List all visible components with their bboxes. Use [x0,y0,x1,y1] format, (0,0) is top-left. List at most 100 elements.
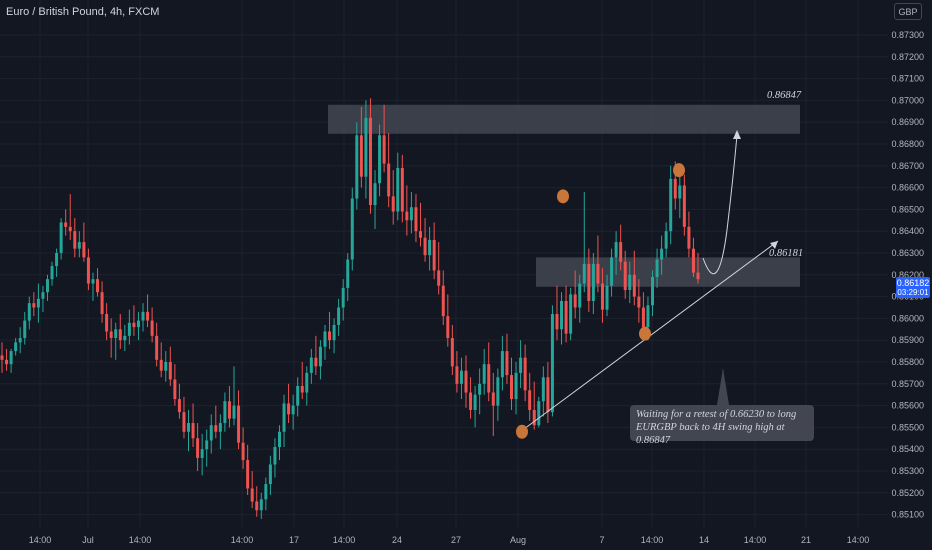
candle-body [14,342,18,352]
candle-body [619,242,623,262]
y-tick-label: 0.86200 [891,270,924,280]
symbol-title[interactable]: Euro / British Pound, 4h, FXCM [6,6,160,18]
x-tick-label: 14:00 [231,535,254,545]
candle-body [696,272,700,280]
zone-low-label: 0.86181 [769,248,804,259]
x-tick-label: Jul [82,535,94,545]
candle-body [464,370,468,393]
y-tick-label: 0.86400 [891,226,924,236]
candle-body [27,303,31,321]
candle-body [614,242,618,258]
candle-body [214,425,218,432]
y-tick-label: 0.86600 [891,183,924,193]
candle-body [196,438,200,458]
candle-body [350,198,354,260]
candle-body [32,303,36,308]
y-tick-label: 0.85600 [891,401,924,411]
projection-arrow-head [733,130,741,139]
candle-body [0,355,4,360]
candle-body [655,259,659,277]
candle-body [582,263,586,284]
candle-body [168,362,172,380]
candle-body [564,300,568,334]
candle-body [514,372,518,400]
candle-body [209,425,213,441]
candle-body [437,270,441,286]
candle-body [628,274,632,291]
candle-body [523,357,527,391]
candle-body [491,392,495,406]
y-tick-label: 0.85800 [891,357,924,367]
currency-button[interactable]: GBP [894,3,922,20]
candle-body [291,405,295,415]
candle-body [432,239,436,271]
candle-body [428,239,432,256]
candle-body [373,183,377,206]
candle-body [396,167,400,212]
candle-body [318,346,322,367]
candle-body [368,117,372,206]
y-tick-label: 0.87200 [891,52,924,62]
zone-high-label: 0.86847 [767,90,802,101]
candle-body [309,357,313,373]
candle-body [637,296,641,308]
y-tick-label: 0.85100 [891,510,924,520]
candle-body [359,135,363,177]
candle-body [96,279,100,293]
time-axis[interactable]: 14:00 Jul 14:00 14:00 17 14:00 24 27 Aug 7 14:00 14… [29,535,870,545]
candle-body [623,261,627,291]
candle-body [337,307,341,325]
candle-body [164,362,168,371]
candle-body [387,163,391,197]
y-tick-label: 0.87100 [891,74,924,84]
candle-body [328,331,332,341]
last-price-value: 0.86182 [897,278,930,288]
candle-body [18,338,22,343]
candle-body [687,226,691,249]
candle-body [68,226,72,232]
y-tick-label: 0.87300 [891,30,924,40]
candle-body [41,292,45,299]
y-tick-label: 0.86000 [891,313,924,323]
annotation-note[interactable]: Waiting for a retest of 0.66230 to long … [630,405,814,446]
candle-body [446,316,450,339]
candle-body [86,257,90,284]
last-price-label: 0.86182 03:29:01 [896,277,930,298]
candle-body [64,222,68,227]
candle-body [378,135,382,184]
candle-body [500,351,504,378]
candle-body [173,379,177,400]
candles [0,98,700,519]
candle-body [682,185,686,227]
y-tick-label: 0.85500 [891,422,924,432]
candle-body [651,276,655,306]
candle-body [182,412,186,432]
candle-body [300,385,304,393]
candle-body [610,257,614,286]
candle-body [341,287,345,308]
candle-body [673,178,677,199]
price-axis[interactable]: 0.87300 0.87200 0.87100 0.87000 0.86900 0.868… [891,30,924,520]
projection-curve [702,134,738,275]
candle-body [537,401,541,426]
candle-body [473,394,477,410]
candle-body [382,135,386,164]
candle-body [5,359,9,365]
y-tick-label: 0.85700 [891,379,924,389]
candle-body [632,274,636,297]
x-tick-label: 7 [599,535,604,545]
candle-body [296,385,300,406]
candle-body [678,185,682,199]
candle-body [191,423,195,439]
candle-body [114,329,118,339]
candle-body [177,399,181,413]
candle-body [277,431,281,448]
candle-body [91,279,95,284]
candle-body [150,320,154,336]
candle-body [305,372,309,393]
swing-marker [557,189,569,204]
candle-body [264,484,268,500]
candle-body [100,292,104,315]
trendline-arrow-head [770,241,778,249]
